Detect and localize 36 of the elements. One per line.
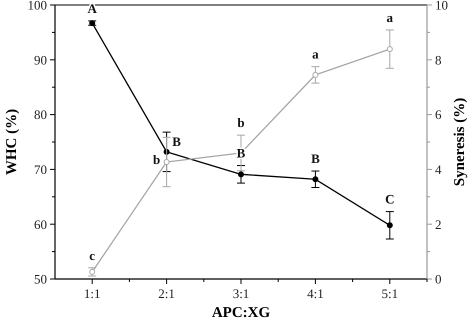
y-tick-label: 50 <box>34 272 47 287</box>
y-tick-label: 80 <box>34 107 47 122</box>
point <box>312 72 318 78</box>
x-tick-label: 2:1 <box>158 286 175 301</box>
data-label: a <box>386 10 394 25</box>
data-label: b <box>152 152 160 167</box>
y2-tick-label: 8 <box>435 52 442 68</box>
x-tick-label: 5:1 <box>381 286 398 301</box>
data-label: c <box>89 248 96 263</box>
point <box>386 222 393 228</box>
data-label: B <box>311 151 320 166</box>
point <box>238 171 244 178</box>
y-tick-label: 90 <box>34 52 47 68</box>
point <box>164 159 170 165</box>
y-axis-title: WHC (%) <box>4 108 20 176</box>
y-tick-label: 100 <box>28 0 47 13</box>
y2-tick-label: 0 <box>435 272 442 287</box>
point <box>386 46 393 52</box>
data-label: B <box>172 134 182 149</box>
point <box>312 176 318 182</box>
y2-tick-label: 2 <box>435 216 442 232</box>
data-label: a <box>312 46 320 62</box>
x-tick-label: 4:1 <box>307 286 324 301</box>
y2-axis-title: Syneresis (%) <box>452 98 468 186</box>
y-tick-label: 70 <box>34 162 47 177</box>
data-label: A <box>88 0 98 16</box>
y2-tick-label: 6 <box>435 107 442 122</box>
y2-tick-label: 10 <box>435 0 448 13</box>
x-axis-title: APC:XG <box>212 305 270 321</box>
x-tick-label: 3:1 <box>232 286 250 301</box>
x-tick-label: 1:1 <box>84 286 101 301</box>
data-label: C <box>385 192 394 207</box>
data-label: b <box>237 115 245 130</box>
y-tick-label: 60 <box>34 216 47 232</box>
data-label: B <box>236 146 246 161</box>
y2-tick-label: 4 <box>435 162 442 177</box>
